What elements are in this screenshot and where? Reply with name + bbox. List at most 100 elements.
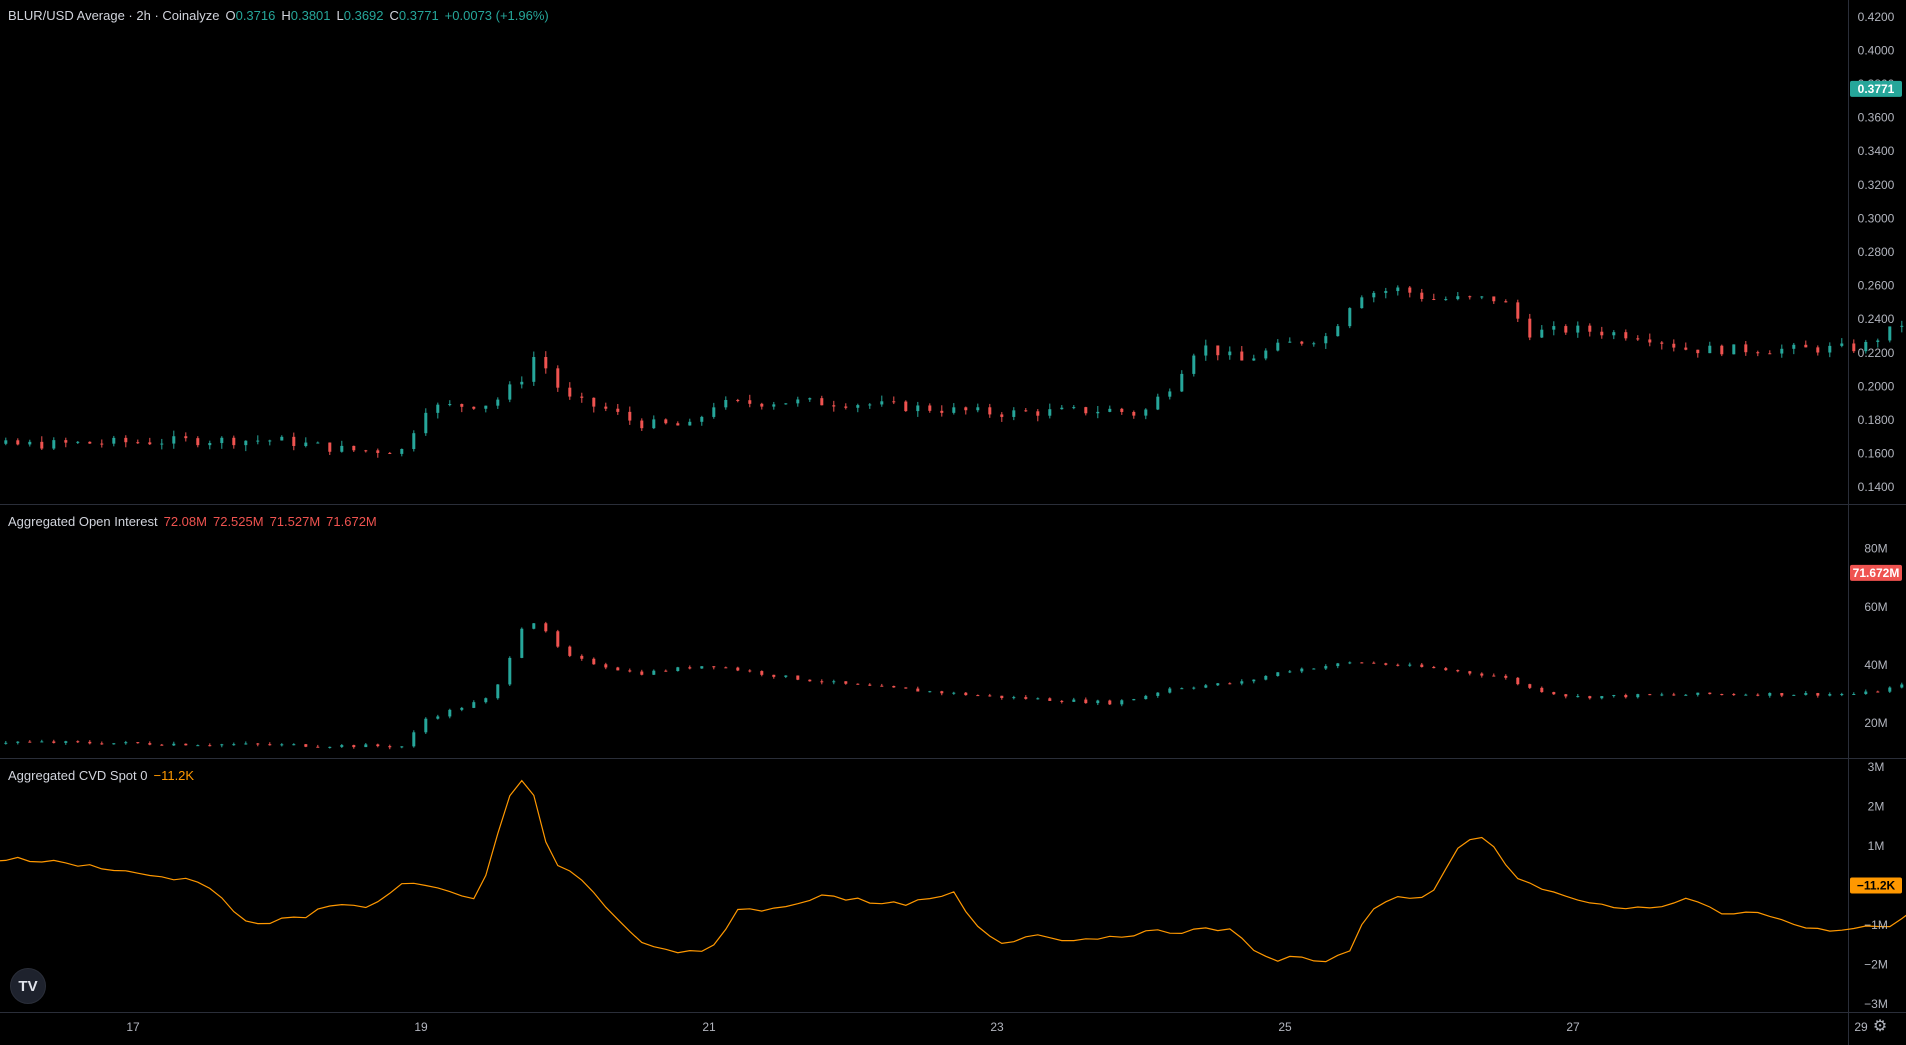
oi-candle — [1432, 666, 1436, 669]
oi-candle — [1108, 700, 1112, 705]
oi-candle — [1300, 668, 1304, 672]
price-candle — [1636, 338, 1640, 340]
oi-candle — [1768, 693, 1772, 696]
price-candle — [124, 437, 128, 443]
price-candle — [652, 419, 656, 429]
oi-candle — [976, 695, 980, 697]
oi-candle — [1372, 662, 1376, 664]
price-candle — [1360, 297, 1364, 309]
oi-candle — [940, 691, 944, 694]
price-legend: BLUR/USD Average · 2h · Coinalyze O0.371… — [8, 8, 549, 23]
oi-candle — [1024, 697, 1028, 699]
oi-candle — [1204, 685, 1208, 688]
price-candle — [1504, 301, 1508, 303]
cvd-last-value-tag-bg — [1850, 877, 1902, 894]
low-value: 0.3692 — [343, 8, 384, 23]
oi-candle — [1792, 694, 1796, 696]
price-candle — [736, 399, 740, 401]
price-axis-tick: 0.2800 — [1858, 245, 1895, 259]
price-candle — [664, 419, 668, 424]
price-candle — [1084, 407, 1088, 414]
price-axis-tick: 0.2400 — [1858, 312, 1895, 326]
tradingview-logo-icon[interactable]: TV — [10, 968, 46, 1004]
oi-candle — [904, 687, 908, 689]
oi-candle — [1900, 684, 1904, 688]
oi-candle — [1336, 663, 1340, 667]
price-candle — [16, 440, 20, 445]
price-candle — [1708, 345, 1712, 354]
oi-candle — [1828, 694, 1832, 696]
price-candle — [724, 399, 728, 408]
price-candle — [1756, 352, 1760, 354]
oi-high-value: 72.525M — [212, 514, 264, 529]
price-candle — [1432, 298, 1436, 300]
price-candle — [340, 445, 344, 452]
oi-candle — [952, 692, 956, 694]
price-candle — [640, 420, 644, 429]
price-candle — [268, 440, 272, 442]
oi-low-value: 71.527M — [269, 514, 321, 529]
price-candle — [1804, 344, 1808, 348]
oi-candle — [1816, 693, 1820, 696]
price-candle — [1168, 391, 1172, 397]
oi-candle — [292, 744, 296, 746]
oi-candle — [496, 684, 500, 699]
oi-candle — [652, 670, 656, 675]
price-candle — [748, 400, 752, 404]
oi-last-value-tag-bg — [1850, 564, 1902, 581]
oi-candle — [340, 745, 344, 747]
oi-candle — [1252, 679, 1256, 682]
oi-candle — [676, 667, 680, 672]
oi-candle — [232, 744, 236, 746]
oi-candle — [820, 681, 824, 683]
price-candle — [1228, 351, 1232, 356]
price-candle — [1768, 353, 1772, 355]
price-candle — [1276, 342, 1280, 351]
oi-candle — [808, 679, 812, 682]
oi-candle — [928, 691, 932, 693]
oi-candle — [1060, 700, 1064, 702]
price-last-value-tag: 0.3771 — [1858, 82, 1895, 96]
price-candle — [1372, 292, 1376, 298]
oi-candle — [1012, 697, 1016, 699]
oi-candle — [424, 718, 428, 733]
price-candle — [1828, 345, 1832, 353]
oi-candle — [1732, 694, 1736, 696]
price-candle — [1408, 287, 1412, 293]
price-candle — [940, 410, 944, 413]
price-candle — [784, 403, 788, 405]
price-candle — [52, 440, 56, 449]
price-candle — [544, 357, 548, 369]
price-candle — [1720, 345, 1724, 355]
oi-candle — [772, 674, 776, 677]
gear-icon[interactable]: ⚙ — [1870, 1017, 1890, 1037]
price-candle — [952, 407, 956, 413]
oi-candle — [112, 743, 116, 745]
logo-text: TV — [18, 977, 38, 995]
price-candle — [1384, 291, 1388, 293]
price-candle — [352, 445, 356, 451]
price-candle — [1840, 343, 1844, 346]
price-candle — [1456, 296, 1460, 300]
oi-candle — [148, 743, 152, 745]
cvd-line — [0, 779, 1906, 963]
oi-candle — [736, 667, 740, 671]
oi-candle — [1840, 694, 1844, 696]
oi-candle — [1348, 662, 1352, 664]
time-axis-tick: 19 — [414, 1020, 428, 1034]
oi-candle — [1276, 672, 1280, 676]
oi-candle — [868, 684, 872, 686]
oi-candle — [1312, 668, 1316, 670]
time-axis-tick: 17 — [126, 1020, 140, 1034]
oi-candle — [1708, 692, 1712, 695]
price-candle — [1108, 408, 1112, 412]
price-candle — [28, 441, 32, 445]
price-candle — [328, 442, 332, 452]
cvd-axis-tick: −1M — [1864, 918, 1888, 932]
price-axis-tick: 0.2000 — [1858, 379, 1895, 393]
oi-candle — [388, 746, 392, 748]
price-candle — [844, 406, 848, 408]
oi-candle — [88, 741, 92, 744]
price-candle — [148, 442, 152, 445]
